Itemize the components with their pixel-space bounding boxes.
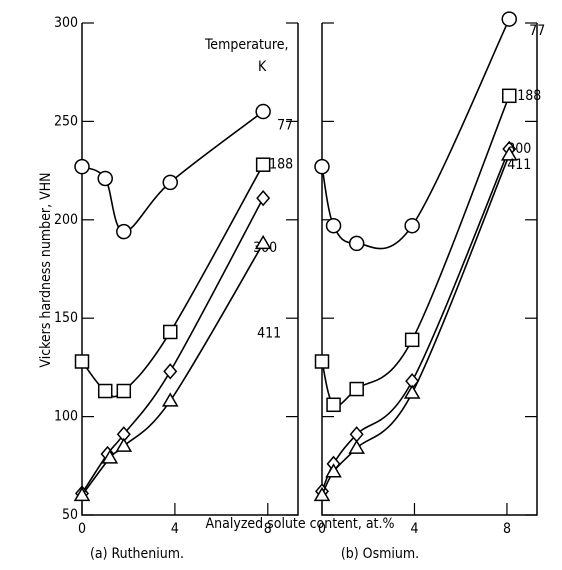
- caption: (b) Osmium.: [341, 546, 419, 562]
- marker-triangle: [500, 146, 518, 161]
- marker-square: [326, 397, 341, 413]
- x-tick-label: 8: [503, 521, 511, 537]
- series-label: 411: [257, 325, 281, 341]
- marker-circle: [162, 174, 179, 191]
- series-label: 188: [269, 157, 293, 173]
- axis-frame: [81, 23, 299, 516]
- caption: (a) Ruthenium.: [90, 546, 184, 562]
- marker-triangle: [313, 486, 331, 502]
- marker-circle: [501, 11, 518, 27]
- marker-square: [255, 157, 271, 172]
- series-label: 411: [507, 157, 531, 173]
- marker-square: [314, 354, 330, 369]
- marker-circle: [325, 217, 342, 234]
- marker-square: [404, 332, 420, 348]
- x-tick-label: 0: [318, 521, 326, 537]
- y-tick-label: 50: [62, 507, 78, 523]
- marker-triangle: [101, 449, 119, 464]
- marker-triangle: [403, 384, 421, 399]
- marker-triangle: [161, 392, 179, 407]
- marker-square: [163, 324, 178, 340]
- marker-triangle: [254, 234, 272, 250]
- series-label: 188: [517, 88, 541, 104]
- series-label: 300: [507, 141, 531, 157]
- y-tick-label: 250: [54, 113, 78, 129]
- y-tick-label: 200: [54, 212, 78, 228]
- marker-circle: [74, 158, 90, 175]
- marker-diamond: [163, 363, 178, 380]
- x-axis-label: Analyzed solute content, at.%: [206, 516, 395, 532]
- series-line: [321, 95, 511, 407]
- marker-square: [116, 383, 132, 399]
- marker-circle: [348, 235, 365, 252]
- marker-circle: [116, 223, 132, 240]
- marker-circle: [314, 158, 330, 175]
- marker-triangle: [115, 437, 133, 452]
- y-tick-label: 100: [54, 409, 78, 425]
- marker-circle: [97, 170, 113, 187]
- series-label: 77: [529, 23, 545, 39]
- legend-title: K: [258, 59, 267, 75]
- x-tick-label: 4: [410, 521, 418, 537]
- x-tick-label: 8: [264, 521, 272, 537]
- marker-square: [74, 354, 90, 369]
- series-line: [321, 148, 510, 492]
- marker-square: [97, 383, 113, 399]
- marker-circle: [255, 103, 271, 120]
- axis-frame: [321, 23, 538, 516]
- x-tick-label: 4: [171, 521, 179, 537]
- marker-square: [502, 88, 517, 104]
- marker-triangle: [348, 439, 365, 454]
- y-tick-label: 150: [54, 310, 78, 326]
- series-line: [321, 18, 510, 250]
- marker-triangle: [325, 463, 342, 478]
- y-axis-label: Vickers hardness number, VHN: [38, 172, 54, 367]
- x-tick-label: 0: [78, 521, 86, 537]
- series-line: [81, 164, 264, 398]
- legend-title: Temperature,: [204, 37, 289, 53]
- marker-square: [349, 381, 364, 397]
- series-label: 77: [277, 118, 293, 134]
- marker-diamond: [256, 189, 271, 207]
- y-tick-label: 300: [54, 15, 78, 31]
- marker-circle: [404, 217, 420, 234]
- series-line: [321, 154, 510, 496]
- marker-triangle: [73, 486, 91, 502]
